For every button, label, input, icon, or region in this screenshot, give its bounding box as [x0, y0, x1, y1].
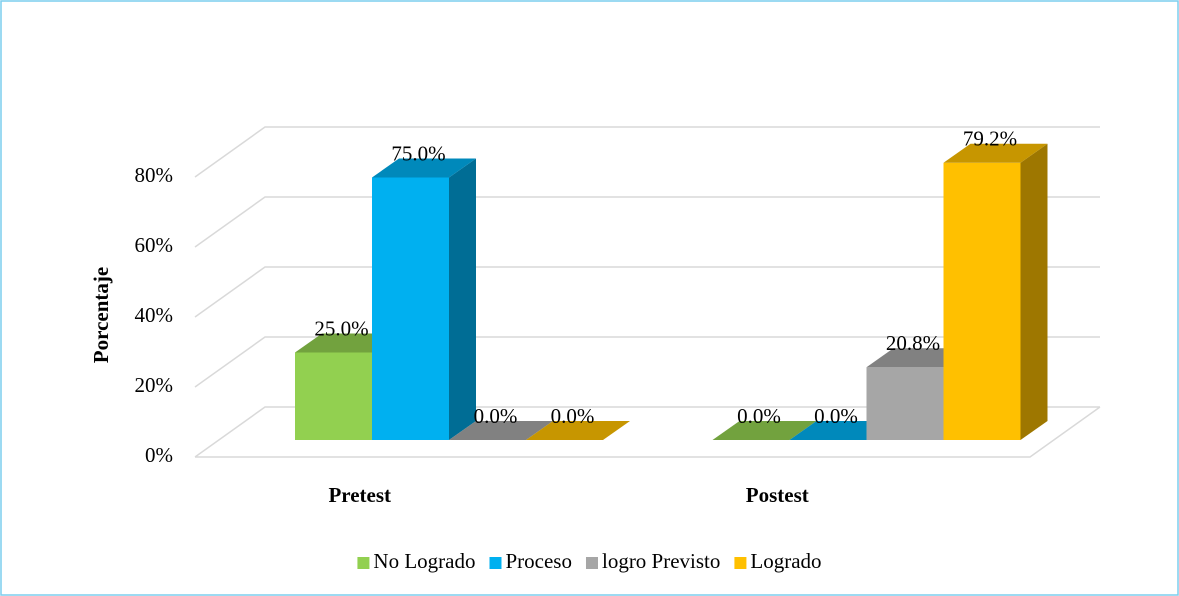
data-label: 0.0%: [737, 404, 781, 428]
legend-label: logro Previsto: [602, 549, 720, 573]
y-tick-label: 80%: [135, 163, 174, 187]
grid-line: [194, 126, 1100, 178]
bar-front: [943, 162, 1021, 441]
bar-top: [712, 421, 817, 440]
legend-label: Logrado: [750, 549, 821, 573]
grid-line: [194, 336, 1100, 388]
bar-top: [449, 421, 553, 440]
bar-top: [943, 143, 1048, 163]
data-label: 0.0%: [551, 404, 595, 428]
bar-front: [295, 352, 372, 440]
x-tick-label: Pretest: [328, 483, 391, 507]
y-tick-label: 20%: [135, 373, 174, 397]
data-label: 0.0%: [474, 404, 518, 428]
y-axis-label: Porcentaje: [89, 267, 113, 363]
y-tick-label: 60%: [135, 233, 174, 257]
bar-top: [526, 421, 630, 440]
y-tick-label: 0%: [145, 443, 173, 467]
legend-swatch: [489, 557, 502, 569]
legend-label: No Logrado: [373, 549, 475, 573]
legend-label: Proceso: [505, 549, 572, 573]
grid-line: [194, 406, 1101, 458]
data-label: 20.8%: [886, 331, 940, 355]
data-label: 0.0%: [814, 404, 858, 428]
legend-swatch: [357, 557, 370, 569]
bar-front: [372, 177, 449, 440]
legend-swatch: [585, 557, 598, 569]
legend-swatch: [734, 557, 747, 569]
bar-side: [449, 158, 476, 440]
data-label: 75.0%: [391, 141, 445, 165]
bar-front: [866, 367, 944, 440]
x-tick-label: Postest: [746, 483, 809, 507]
bar-side: [1020, 143, 1048, 441]
data-label: 79.2%: [963, 127, 1017, 151]
data-label: 25.0%: [314, 316, 368, 340]
grid-line: [194, 266, 1100, 318]
bar-top: [372, 158, 476, 178]
y-tick-label: 40%: [135, 303, 174, 327]
grid-line: [194, 196, 1100, 248]
